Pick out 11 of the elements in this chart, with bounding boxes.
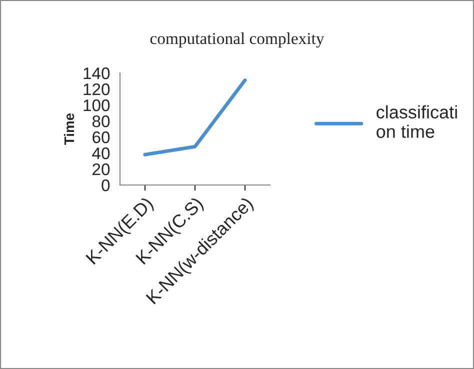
y-tick-label: 20 bbox=[92, 163, 110, 176]
chart-title: computational complexity bbox=[150, 32, 324, 48]
y-axis-title: Time bbox=[64, 113, 74, 145]
y-tick-label: 40 bbox=[92, 147, 110, 160]
legend-label: classification time bbox=[376, 105, 457, 138]
y-tick-label: 100 bbox=[84, 99, 110, 112]
y-tick-label: 120 bbox=[84, 83, 110, 96]
y-tick-label: 60 bbox=[92, 131, 110, 144]
y-tick-label: 140 bbox=[84, 67, 110, 80]
y-tick-label: 80 bbox=[92, 115, 110, 128]
y-tick-label: 0 bbox=[102, 179, 110, 192]
